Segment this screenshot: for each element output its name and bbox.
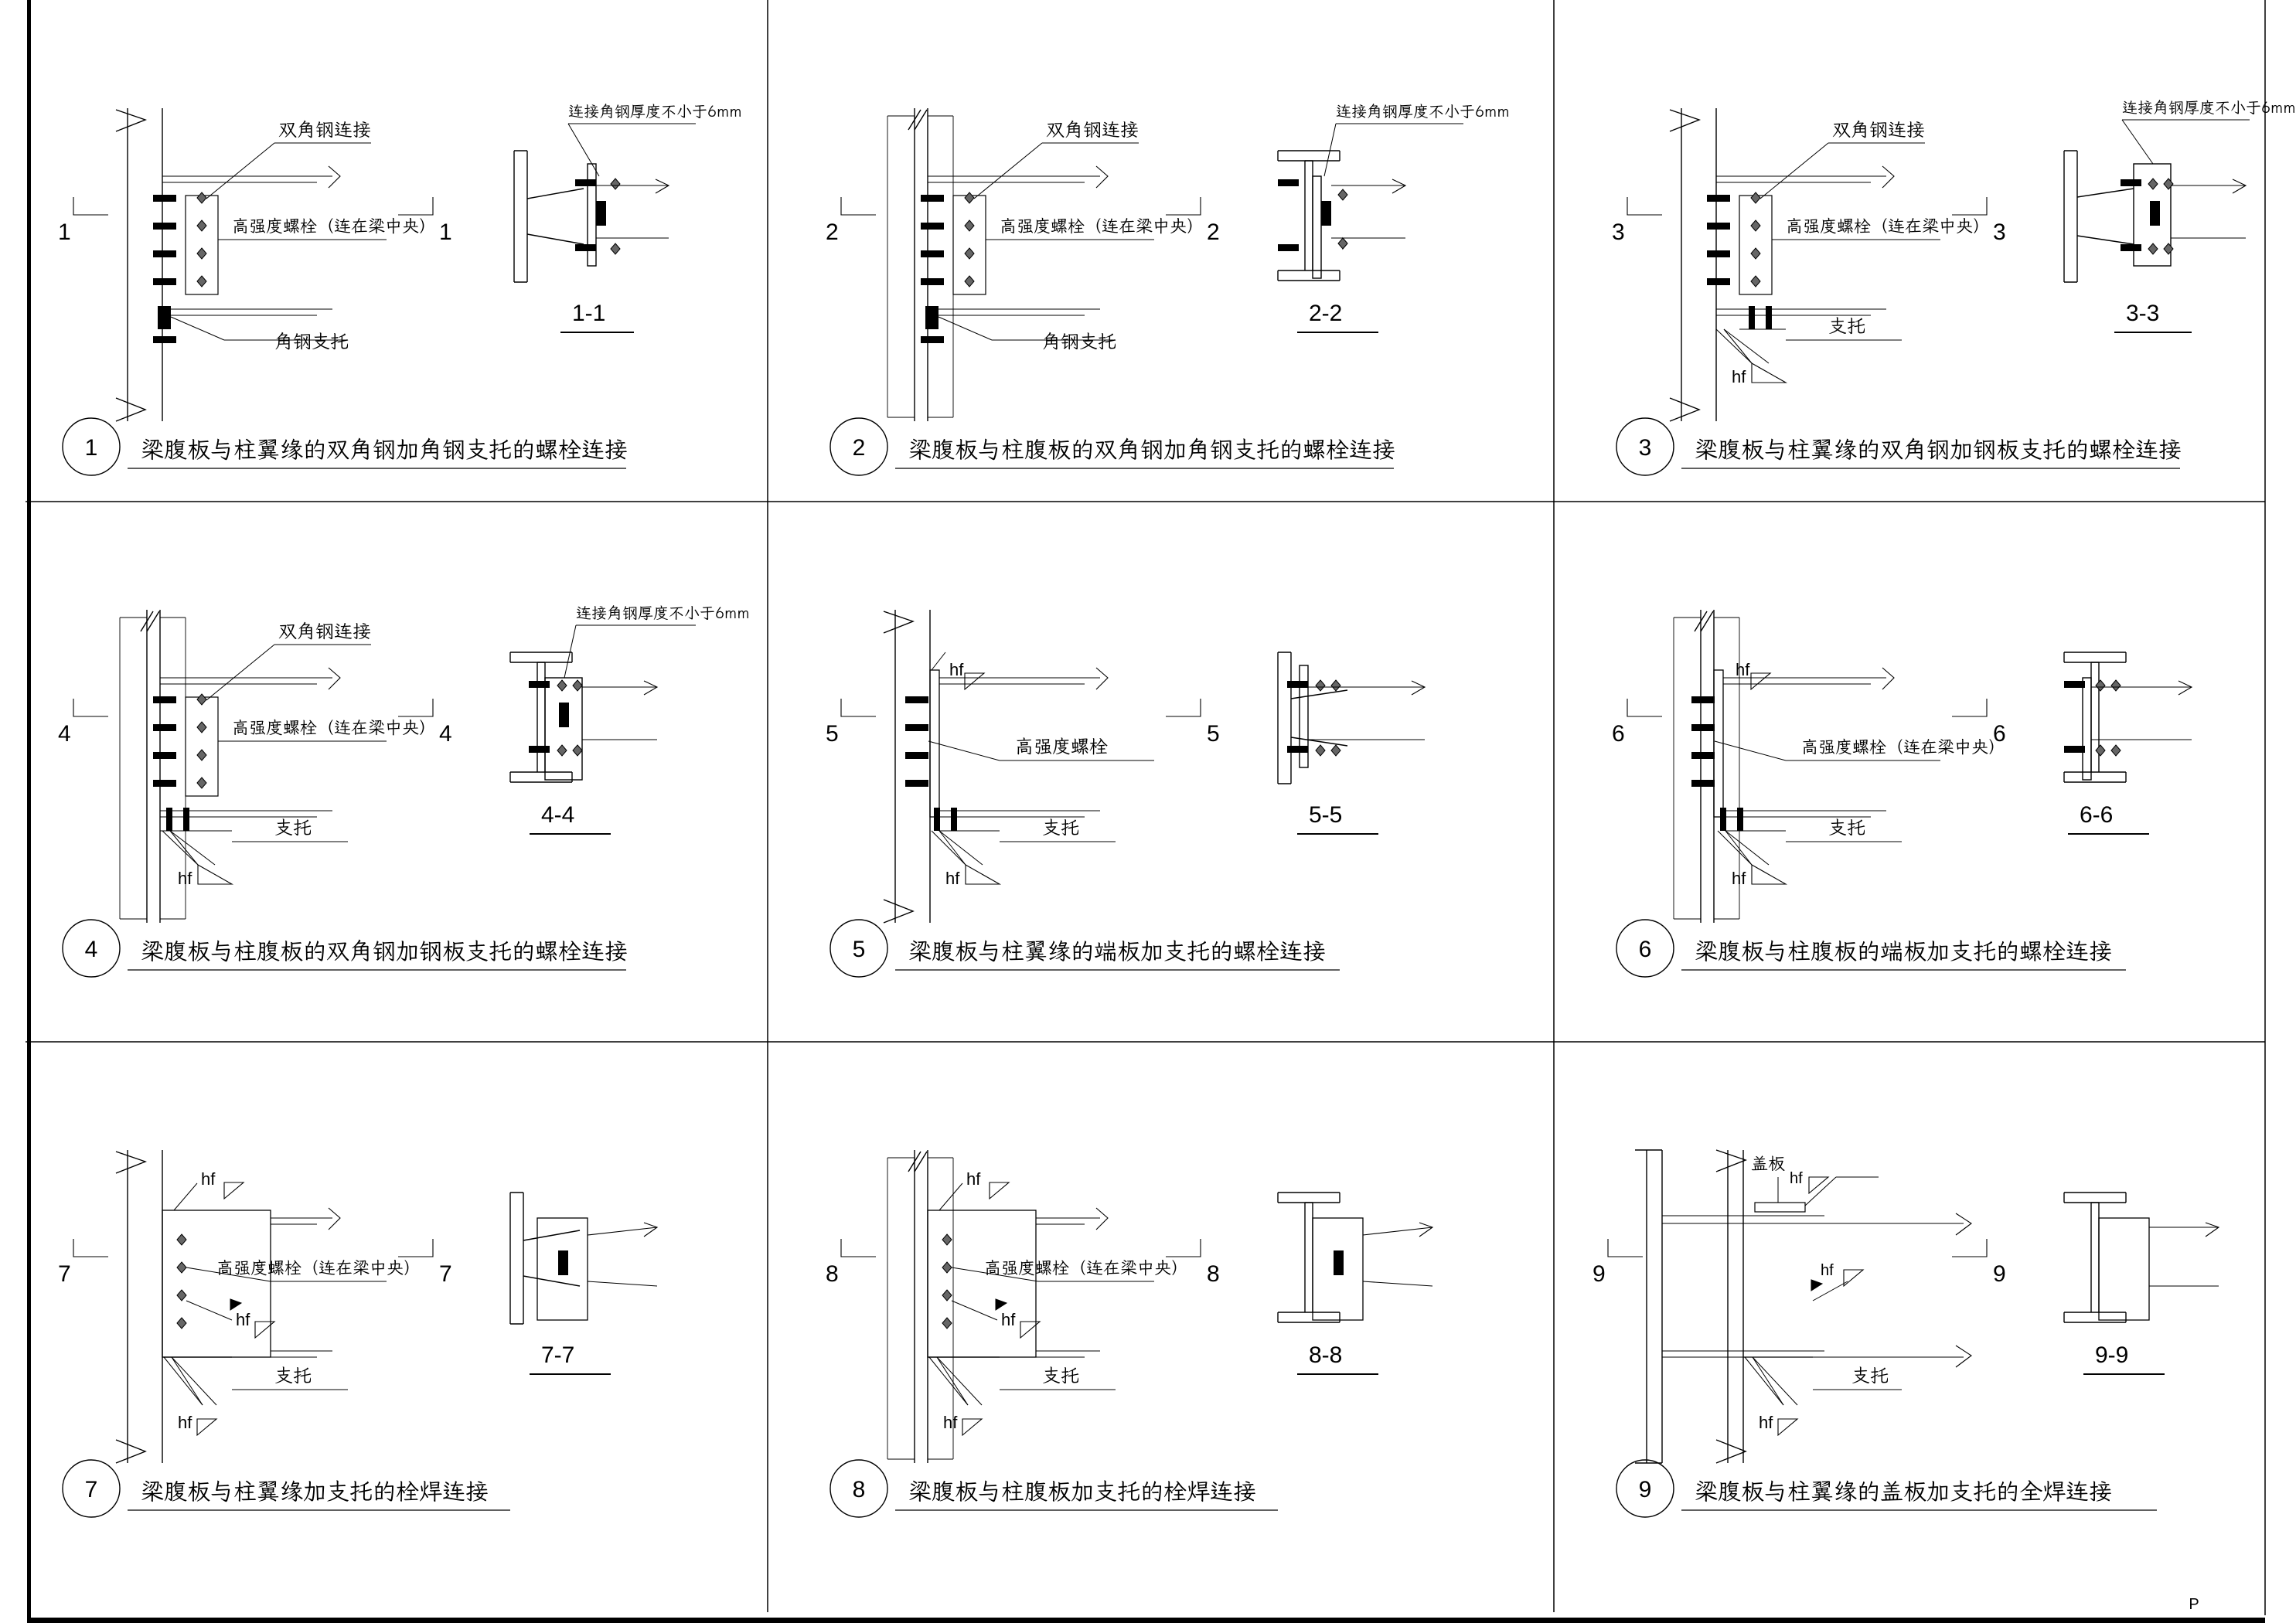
svg-text:8: 8 xyxy=(1207,1261,1220,1287)
svg-text:梁腹板与柱腹板的端板加支托的螺栓连接: 梁腹板与柱腹板的端板加支托的螺栓连接 xyxy=(1695,935,2112,966)
svg-text:3: 3 xyxy=(1639,435,1652,461)
svg-text:7: 7 xyxy=(58,1261,71,1287)
svg-text:高强度螺栓: 高强度螺栓 xyxy=(1015,733,1108,758)
svg-text:支托: 支托 xyxy=(1042,815,1079,839)
svg-text:5-5: 5-5 xyxy=(1309,802,1342,828)
svg-text:9: 9 xyxy=(1639,1477,1652,1502)
svg-text:6-6: 6-6 xyxy=(2080,802,2113,828)
svg-text:hf: hf xyxy=(236,1310,250,1329)
svg-text:5: 5 xyxy=(1207,721,1220,747)
svg-text:支托: 支托 xyxy=(1851,1363,1889,1387)
svg-text:8: 8 xyxy=(826,1261,839,1287)
svg-text:梁腹板与柱腹板的双角钢加钢板支托的螺栓连接: 梁腹板与柱腹板的双角钢加钢板支托的螺栓连接 xyxy=(141,935,628,966)
svg-text:1: 1 xyxy=(439,219,452,245)
svg-text:8-8: 8-8 xyxy=(1309,1342,1342,1368)
svg-text:4: 4 xyxy=(85,937,98,962)
svg-text:梁腹板与柱翼缘的双角钢加角钢支托的螺栓连接: 梁腹板与柱翼缘的双角钢加角钢支托的螺栓连接 xyxy=(141,434,628,464)
svg-text:hf: hf xyxy=(1821,1262,1834,1279)
svg-text:7: 7 xyxy=(85,1477,98,1502)
svg-text:连接角钢厚度不小于6mm: 连接角钢厚度不小于6mm xyxy=(568,100,742,121)
svg-text:3: 3 xyxy=(1612,219,1625,245)
svg-text:梁腹板与柱翼缘的端板加支托的螺栓连接: 梁腹板与柱翼缘的端板加支托的螺栓连接 xyxy=(908,935,1326,966)
svg-text:hf: hf xyxy=(178,869,192,888)
svg-text:高强度螺栓（连在梁中央）: 高强度螺栓（连在梁中央） xyxy=(216,1257,421,1279)
svg-text:梁腹板与柱翼缘的双角钢加钢板支托的螺栓连接: 梁腹板与柱翼缘的双角钢加钢板支托的螺栓连接 xyxy=(1695,434,2182,464)
svg-text:4-4: 4-4 xyxy=(541,802,574,828)
svg-text:1: 1 xyxy=(58,219,71,245)
svg-text:hf: hf xyxy=(949,660,964,679)
svg-text:9-9: 9-9 xyxy=(2095,1342,2128,1368)
svg-text:hf: hf xyxy=(1759,1413,1773,1432)
svg-text:hf: hf xyxy=(1732,367,1746,386)
svg-text:连接角钢厚度不小于6mm: 连接角钢厚度不小于6mm xyxy=(576,602,750,623)
svg-text:角钢支托: 角钢支托 xyxy=(1042,328,1116,353)
svg-text:双角钢连接: 双角钢连接 xyxy=(278,618,371,643)
svg-text:高强度螺栓（连在梁中央）: 高强度螺栓（连在梁中央） xyxy=(984,1257,1188,1279)
svg-text:高强度螺栓（连在梁中央）: 高强度螺栓（连在梁中央） xyxy=(1000,215,1204,237)
svg-text:高强度螺栓（连在梁中央）: 高强度螺栓（连在梁中央） xyxy=(1801,736,2005,758)
svg-text:6: 6 xyxy=(1639,937,1652,962)
svg-text:高强度螺栓（连在梁中央）: 高强度螺栓（连在梁中央） xyxy=(232,716,436,739)
svg-text:P: P xyxy=(2189,1596,2199,1613)
svg-text:hf: hf xyxy=(943,1413,958,1432)
svg-text:6: 6 xyxy=(1612,721,1625,747)
svg-text:1-1: 1-1 xyxy=(572,301,605,326)
svg-text:盖板: 盖板 xyxy=(1751,1152,1785,1175)
svg-text:梁腹板与柱翼缘加支托的栓焊连接: 梁腹板与柱翼缘加支托的栓焊连接 xyxy=(141,1475,489,1506)
svg-text:梁腹板与柱腹板的双角钢加角钢支托的螺栓连接: 梁腹板与柱腹板的双角钢加角钢支托的螺栓连接 xyxy=(908,434,1395,464)
svg-text:角钢支托: 角钢支托 xyxy=(274,328,349,353)
svg-text:支托: 支托 xyxy=(274,1363,312,1387)
svg-text:hf: hf xyxy=(1732,869,1746,888)
svg-text:2: 2 xyxy=(826,219,839,245)
svg-text:hf: hf xyxy=(201,1169,216,1189)
svg-text:4: 4 xyxy=(58,721,71,747)
svg-text:连接角钢厚度不小于6mm: 连接角钢厚度不小于6mm xyxy=(2122,97,2296,117)
svg-text:连接角钢厚度不小于6mm: 连接角钢厚度不小于6mm xyxy=(1336,100,1510,121)
svg-text:hf: hf xyxy=(1736,660,1750,679)
svg-text:hf: hf xyxy=(1790,1170,1803,1187)
svg-text:5: 5 xyxy=(853,937,866,962)
svg-text:1: 1 xyxy=(85,435,98,461)
svg-text:双角钢连接: 双角钢连接 xyxy=(278,117,371,141)
svg-text:4: 4 xyxy=(439,721,452,747)
svg-text:高强度螺栓（连在梁中央）: 高强度螺栓（连在梁中央） xyxy=(232,215,436,237)
svg-text:hf: hf xyxy=(1001,1310,1016,1329)
svg-text:支托: 支托 xyxy=(1042,1363,1079,1387)
svg-text:3-3: 3-3 xyxy=(2126,301,2159,326)
svg-text:7-7: 7-7 xyxy=(541,1342,574,1368)
svg-text:6: 6 xyxy=(1993,721,2006,747)
svg-text:3: 3 xyxy=(1993,219,2006,245)
svg-text:8: 8 xyxy=(853,1477,866,1502)
svg-text:5: 5 xyxy=(826,721,839,747)
svg-text:9: 9 xyxy=(1993,1261,2006,1287)
svg-text:2: 2 xyxy=(1207,219,1220,245)
svg-text:hf: hf xyxy=(966,1169,981,1189)
svg-text:2: 2 xyxy=(853,435,866,461)
svg-text:双角钢连接: 双角钢连接 xyxy=(1832,117,1925,141)
svg-text:hf: hf xyxy=(945,869,960,888)
svg-text:梁腹板与柱翼缘的盖板加支托的全焊连接: 梁腹板与柱翼缘的盖板加支托的全焊连接 xyxy=(1695,1475,2112,1506)
svg-text:hf: hf xyxy=(178,1413,192,1432)
svg-text:高强度螺栓（连在梁中央）: 高强度螺栓（连在梁中央） xyxy=(1786,215,1990,237)
svg-text:支托: 支托 xyxy=(1828,313,1865,338)
svg-text:双角钢连接: 双角钢连接 xyxy=(1046,117,1139,141)
svg-text:7: 7 xyxy=(439,1261,452,1287)
svg-text:梁腹板与柱腹板加支托的栓焊连接: 梁腹板与柱腹板加支托的栓焊连接 xyxy=(908,1475,1256,1506)
svg-text:2-2: 2-2 xyxy=(1309,301,1342,326)
svg-text:9: 9 xyxy=(1593,1261,1606,1287)
svg-text:支托: 支托 xyxy=(1828,815,1865,839)
svg-text:支托: 支托 xyxy=(274,815,312,839)
